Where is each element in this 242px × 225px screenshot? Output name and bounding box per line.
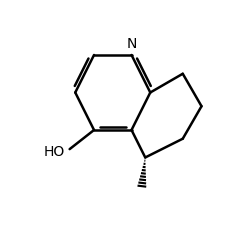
Text: N: N <box>126 37 137 51</box>
Text: HO: HO <box>44 144 65 158</box>
